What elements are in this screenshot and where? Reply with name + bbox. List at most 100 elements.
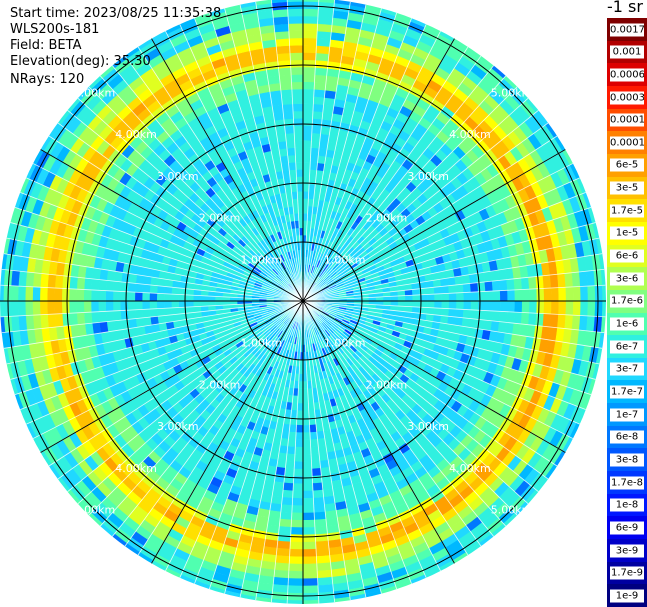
ppi-bin [469,110,485,126]
ppi-bin [290,220,296,229]
ppi-bin [343,368,351,378]
ppi-bin [102,341,113,354]
ppi-bin [318,280,325,287]
ppi-bin [275,329,282,337]
ppi-bin [361,301,369,305]
ppi-bin [147,533,165,548]
ppi-bin [368,293,377,298]
ppi-bin [287,311,294,318]
ppi-bin [456,184,469,198]
ppi-bin [167,85,183,99]
ppi-bin [441,507,458,522]
ppi-bin [521,289,530,302]
ppi-bin [98,353,109,367]
ppi-bin [259,289,268,294]
ppi-bin [586,270,595,287]
ppi-bin [259,259,267,267]
ppi-bin [255,515,269,525]
ppi-bin [529,301,537,314]
ppi-bin [294,446,303,455]
ppi-bin [277,452,287,462]
ppi-bin [284,268,290,276]
ppi-bin [330,287,338,292]
ppi-bin [76,288,85,301]
ppi-bin [323,97,336,107]
ppi-bin [155,111,171,126]
ppi-bin [50,247,61,263]
ppi-bin [497,353,508,367]
ppi-bin [384,43,401,56]
ppi-bin [480,420,494,435]
ppi-bin [534,377,547,394]
ppi-bin [477,310,486,321]
ppi-bin [318,0,336,4]
ppi-bin [18,270,28,287]
ppi-bin [310,328,315,337]
ppi-bin [513,312,522,325]
ppi-bin [90,507,108,524]
ppi-bin [169,478,184,492]
ppi-bin [504,94,521,111]
ppi-bin [293,476,303,484]
ppi-bin [507,368,519,383]
ppi-bin [43,187,57,205]
ppi-bin [126,386,139,400]
ppi-bin [524,117,540,135]
ppi-bin [174,515,191,529]
ppi-bin [182,129,196,142]
ppi-bin [326,336,334,345]
ppi-bin [514,346,525,361]
ppi-bin [375,292,384,298]
ppi-bin [240,357,250,367]
ppi-bin [229,215,239,225]
ppi-bin [81,109,98,127]
ppi-bin [275,466,286,476]
ppi-bin [344,254,353,262]
ppi-bin [406,528,423,542]
ppi-bin [381,257,391,266]
ppi-bin [343,491,356,502]
ppi-bin [72,463,88,481]
ppi-bin [302,395,309,404]
ppi-bin [369,46,385,59]
ppi-bin [391,527,408,540]
ppi-bin [279,238,286,247]
ppi-bin [425,484,441,498]
ppi-bin [462,180,475,194]
ppi-bin [310,439,319,448]
ppi-bin [263,220,271,230]
ppi-bin [281,199,289,209]
ppi-bin [379,470,393,482]
ppi-bin [320,313,327,320]
ppi-bin [183,110,198,124]
ppi-bin [193,300,201,307]
ppi-bin [528,276,537,290]
ppi-bin [164,307,173,316]
ppi-bin [286,285,293,292]
ppi-bin [450,68,467,83]
ppi-bin [100,331,111,344]
ppi-bin [451,259,461,270]
ppi-bin [6,346,18,364]
ppi-bin [89,392,102,408]
ppi-bin [296,235,301,243]
ppi-bin [503,471,519,488]
ppi-bin [152,86,169,101]
ppi-bin [436,238,447,249]
ppi-bin [507,289,516,302]
ppi-bin [163,534,181,549]
ppi-bin [549,430,564,448]
ppi-bin [412,47,430,61]
ppi-bin [90,289,99,301]
ppi-bin [468,176,482,190]
ppi-bin [90,300,99,313]
ppi-bin [265,524,280,534]
ppi-bin [239,226,248,236]
ppi-bin [274,562,290,572]
ppi-bin [336,426,346,436]
ppi-bin [219,356,230,366]
ppi-bin [491,201,504,216]
ppi-bin [498,507,515,525]
ppi-bin [297,388,303,397]
